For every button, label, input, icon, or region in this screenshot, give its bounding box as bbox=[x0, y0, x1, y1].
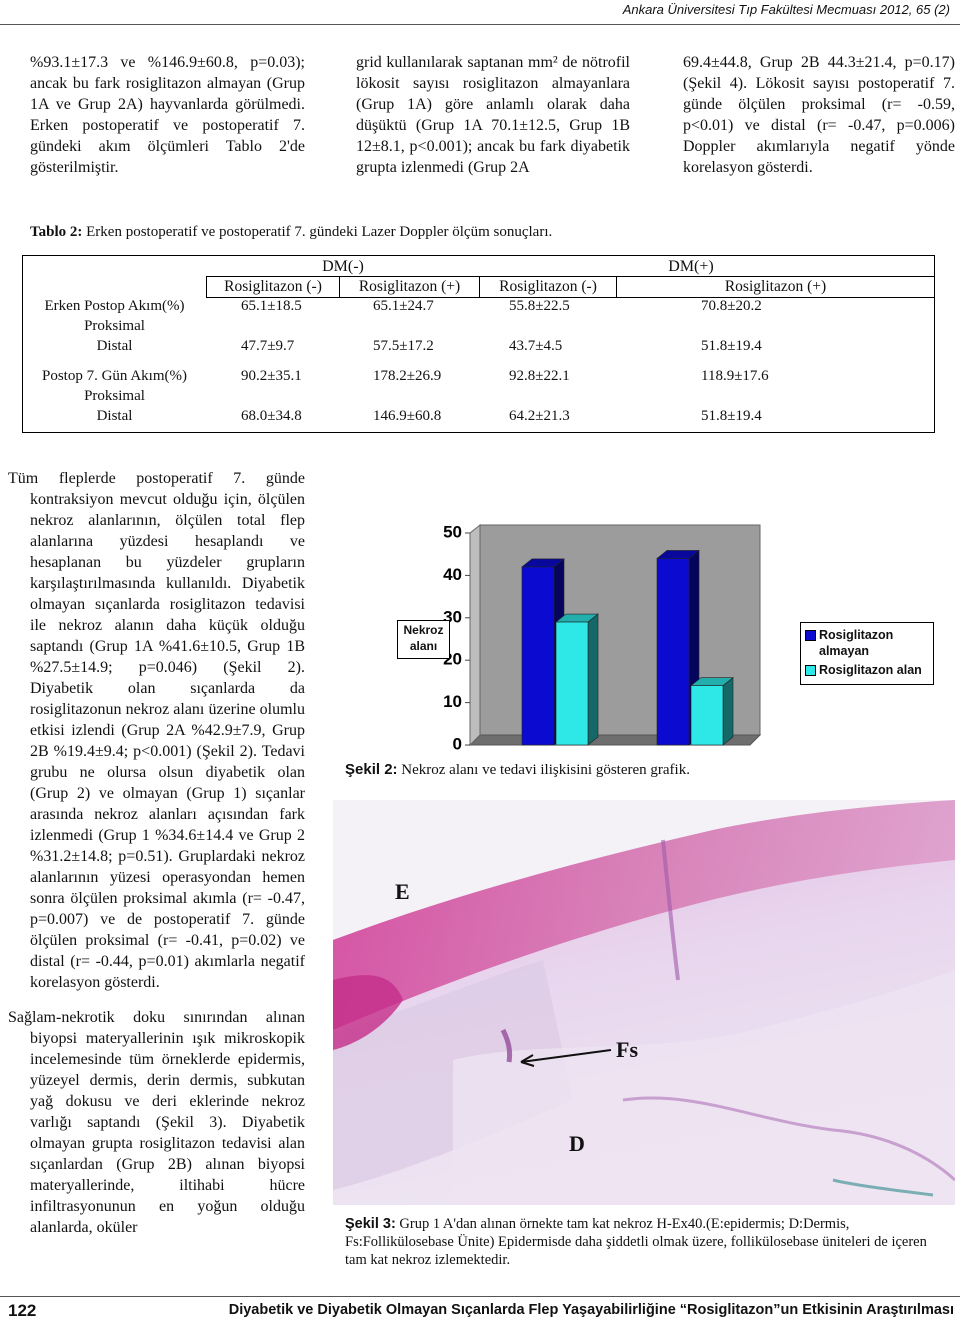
paragraph: Sağlam-nekrotik doku sınırından alınan b… bbox=[8, 1009, 305, 1236]
bar bbox=[690, 677, 734, 746]
table-cell: 178.2±26.9 bbox=[373, 368, 442, 384]
footer-title: Diyabetik ve Diyabetik Olmayan Sıçanlard… bbox=[228, 1302, 954, 1318]
page-number: 122 bbox=[8, 1301, 37, 1320]
paragraph: Tüm fleplerde postoperatif 7. günde kont… bbox=[8, 470, 305, 991]
table-cell: 51.8±19.4 bbox=[701, 408, 762, 424]
row-label: Postop 7. Gün Akım(%) bbox=[41, 368, 187, 384]
table-cell: 51.8±19.4 bbox=[701, 338, 762, 354]
bar bbox=[555, 613, 599, 746]
table-cell: 92.8±22.1 bbox=[509, 368, 570, 384]
journal-header: Ankara Üniversitesi Tıp Fakültesi Mecmua… bbox=[622, 2, 950, 17]
bar-face bbox=[656, 558, 690, 746]
caption-label: Tablo 2: bbox=[30, 224, 83, 240]
figure-caption: Şekil 3: Grup 1 A'dan alınan örnekte tam… bbox=[345, 1215, 935, 1269]
column-header: Rosiglitazon (+) bbox=[616, 276, 935, 298]
bar-face bbox=[555, 621, 589, 746]
bar-face bbox=[690, 685, 724, 746]
legend-swatch bbox=[805, 665, 816, 676]
group-header: DM(+) bbox=[668, 258, 714, 275]
row-label: Proksimal bbox=[84, 318, 145, 334]
text-column: 69.4±44.8, Grup 2B 44.3±21.4, p=0.17) (Ş… bbox=[683, 54, 955, 176]
bar-face bbox=[587, 613, 599, 746]
arrow bbox=[520, 1049, 612, 1067]
bar-face bbox=[521, 566, 555, 746]
caption-label: Şekil 2: bbox=[345, 761, 398, 778]
column-header: Rosiglitazon (+) bbox=[339, 276, 480, 298]
caption-text: Erken postoperatif ve postoperatif 7. gü… bbox=[86, 224, 553, 240]
table-cell: 47.7±9.7 bbox=[241, 338, 295, 354]
chart: 0 10 20 30 40 50 Nekroz alanı Rosiglitazon al… bbox=[340, 500, 950, 762]
table-cell: 57.5±17.2 bbox=[373, 338, 434, 354]
image-label: Fs bbox=[616, 1037, 638, 1062]
row-label: Proksimal bbox=[84, 388, 145, 404]
legend: Rosiglitazon almayan Rosiglitazon alan bbox=[800, 622, 934, 685]
image-label: E bbox=[395, 879, 410, 904]
bar-face bbox=[722, 677, 734, 746]
text-column: %93.1±17.3 ve %146.9±60.8, p=0.03); anca… bbox=[30, 54, 305, 176]
table-cell: 55.8±22.5 bbox=[509, 298, 570, 314]
column-header: Rosiglitazon (-) bbox=[206, 276, 340, 298]
legend-label: Rosiglitazon almayan bbox=[819, 628, 894, 658]
legend-label: Rosiglitazon alan bbox=[819, 663, 922, 677]
y-tick-label: 0 bbox=[453, 734, 462, 753]
table-cell: 68.0±34.8 bbox=[241, 408, 302, 424]
table: DM(-) DM(+) Rosiglitazon (-) Rosiglitazon (… bbox=[22, 255, 935, 433]
table-cell: 90.2±35.1 bbox=[241, 368, 302, 384]
table-cell: 43.7±4.5 bbox=[509, 338, 563, 354]
row-label: Distal bbox=[96, 338, 133, 354]
group-header: DM(-) bbox=[322, 258, 364, 275]
table-cell: 146.9±60.8 bbox=[373, 408, 442, 424]
header-rule bbox=[0, 24, 960, 25]
figure-caption: Şekil 2: Nekroz alanı ve tedavi ilişkisi… bbox=[345, 761, 690, 779]
chart-side-wall bbox=[469, 523, 481, 747]
caption-text: Grup 1 A'dan alınan örnekte tam kat nekr… bbox=[345, 1216, 927, 1268]
image-label: D bbox=[569, 1131, 585, 1156]
table-caption: Tablo 2: Erken postoperatif ve postopera… bbox=[30, 224, 552, 241]
y-tick-label: 40 bbox=[443, 565, 462, 584]
legend-item: Rosiglitazon almayan bbox=[803, 627, 931, 659]
legend-item: Rosiglitazon alan bbox=[803, 662, 931, 678]
legend-swatch bbox=[805, 630, 816, 641]
table-cell: 65.1±24.7 bbox=[373, 298, 434, 314]
table-cell: 64.2±21.3 bbox=[509, 408, 570, 424]
y-tick-label: 50 bbox=[443, 522, 462, 541]
row-label: Distal bbox=[96, 408, 133, 424]
table-cell: 65.1±18.5 bbox=[241, 298, 302, 314]
histology-image: E Fs D bbox=[333, 800, 955, 1205]
table-cell: 118.9±17.6 bbox=[701, 368, 769, 384]
y-axis-label: Nekroz alanı bbox=[397, 620, 450, 659]
caption-label: Şekil 3: bbox=[345, 1216, 396, 1232]
table-cell: 70.8±20.2 bbox=[701, 298, 762, 314]
caption-text: Nekroz alanı ve tedavi ilişkisini göster… bbox=[401, 762, 690, 778]
text-column: grid kullanılarak saptanan mm² de nötrof… bbox=[356, 54, 630, 176]
row-label: Erken Postop Akım(%) bbox=[44, 298, 185, 314]
text-column: Tüm fleplerde postoperatif 7. günde kont… bbox=[8, 468, 305, 1252]
y-tick-label: 10 bbox=[443, 692, 462, 711]
column-header: Rosiglitazon (-) bbox=[479, 276, 617, 298]
footer-rule bbox=[0, 1296, 960, 1297]
